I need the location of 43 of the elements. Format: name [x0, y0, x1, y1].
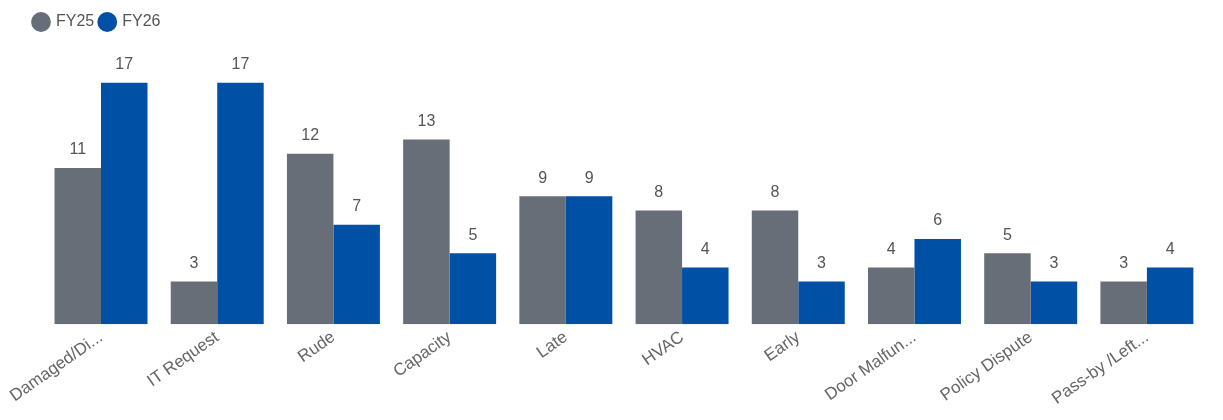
data-label: 3 [1049, 254, 1059, 272]
data-label: 8 [770, 182, 780, 200]
bar [682, 267, 729, 325]
bar [449, 253, 497, 325]
bar [1146, 267, 1194, 325]
data-label: 7 [352, 197, 362, 215]
bar [914, 238, 961, 325]
data-label: 17 [115, 55, 134, 73]
bar [333, 224, 380, 325]
x-tick-label: Late [532, 327, 571, 362]
data-label: 6 [933, 211, 943, 229]
legend-label: FY25 [56, 12, 95, 30]
bar [984, 253, 1031, 325]
bar [286, 153, 334, 325]
bar [54, 167, 102, 325]
data-label: 5 [468, 225, 478, 243]
data-label: 3 [1119, 254, 1129, 272]
bar [101, 82, 148, 325]
bar [798, 281, 845, 325]
data-label: 5 [1002, 225, 1012, 243]
bar [403, 139, 450, 325]
data-label: 17 [231, 55, 250, 73]
bar [170, 281, 218, 325]
data-label: 4 [1165, 239, 1175, 257]
data-label: 11 [69, 140, 87, 158]
data-label: 4 [700, 239, 710, 257]
bar [635, 210, 683, 325]
legend-label: FY26 [122, 12, 161, 30]
bar [867, 267, 915, 325]
data-label: 13 [417, 111, 436, 129]
bar [217, 82, 264, 325]
data-label: 8 [654, 182, 664, 200]
data-label: 9 [538, 168, 548, 186]
bar [1100, 281, 1147, 325]
bar [751, 210, 799, 325]
data-label: 3 [189, 254, 199, 272]
data-label: 9 [584, 168, 594, 186]
bar [565, 196, 613, 325]
bar [1030, 281, 1078, 325]
bar [519, 196, 566, 325]
data-label: 12 [301, 126, 320, 144]
data-label: 4 [886, 239, 896, 257]
data-label: 3 [817, 254, 827, 272]
